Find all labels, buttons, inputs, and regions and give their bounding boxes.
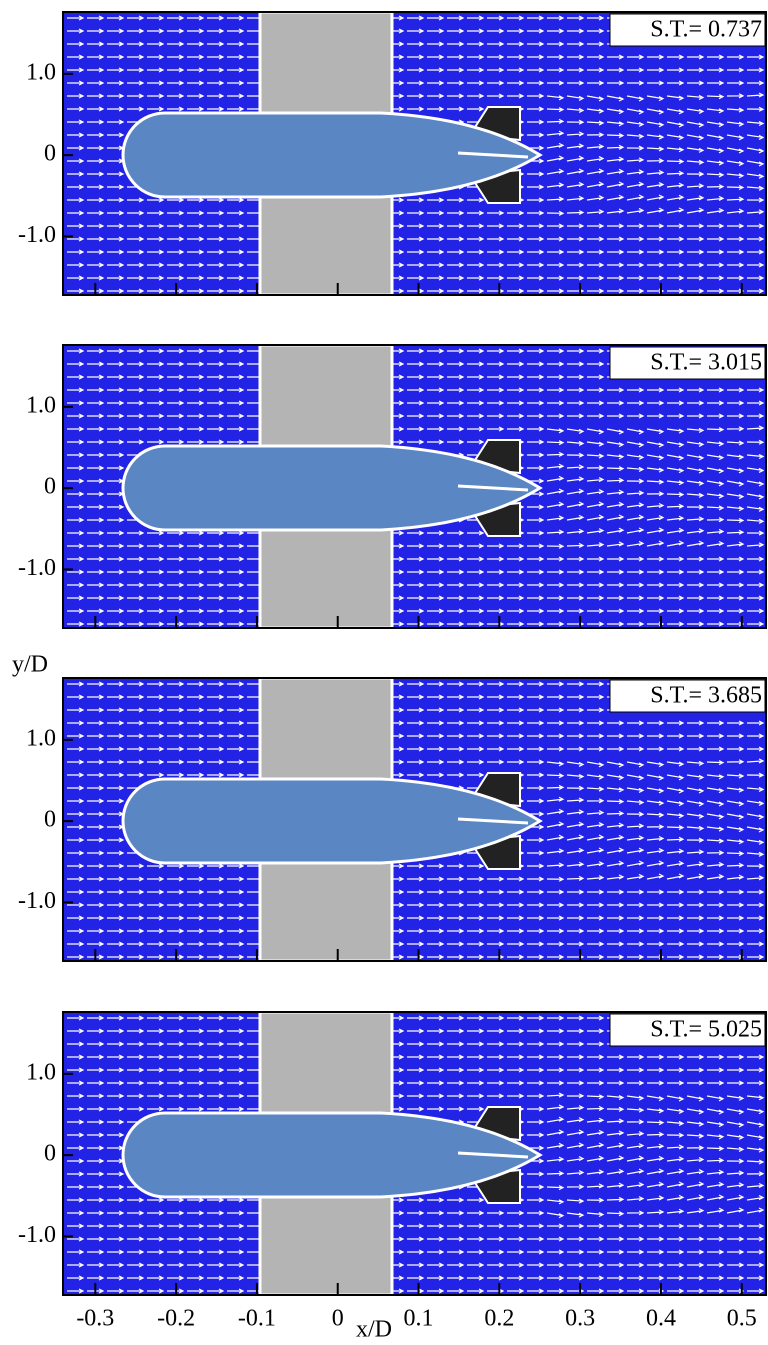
y-tick-label: 0 [44,807,56,833]
x-tick-label: -0.3 [76,1306,114,1332]
y-tick-label: 0 [44,141,56,167]
y-tick-label: 0 [44,474,56,500]
annotation-box [609,346,766,380]
x-tick-label: 0 [332,1306,344,1332]
y-tick-label: 0 [44,1141,56,1167]
model [121,676,543,963]
panel: S.T.= 0.737 -1.0 0 1.0 [18,10,767,297]
annotation-box [609,679,766,713]
x-tick-label: -0.1 [238,1306,276,1332]
body [121,1111,543,1199]
sting [457,484,529,492]
x-tick-label: 0.5 [727,1306,757,1332]
sting [457,1151,529,1159]
x-axis-label: x/D [356,1317,392,1343]
annotation-box [609,13,766,47]
y-tick-label: 1.0 [26,59,56,85]
x-tick-label: -0.2 [157,1306,195,1332]
y-tick-label: 1.0 [26,392,56,418]
sting [457,151,529,159]
annotation-box [609,1013,766,1047]
frame [62,1011,767,1296]
frame [62,344,767,629]
x-tick-label: 0.4 [646,1306,676,1332]
body [121,444,543,532]
annotation: S.T.= 3.685 [650,683,762,709]
y-tick-label: -1.0 [18,888,56,914]
y-tick-label: 1.0 [26,725,56,751]
body [121,777,543,865]
y-tick-label: 1.0 [26,1059,56,1085]
panel: S.T.= 3.685 -1.0 0 1.0 y/D [12,652,767,963]
panel: S.T.= 5.025 -0.3 -0.2 -0.1 0 0.1 0.2 0.3 0.4 0.5 -… [18,1010,767,1343]
y-tick-label: -1.0 [18,555,56,581]
annotation: S.T.= 5.025 [650,1017,762,1043]
y-tick-label: -1.0 [18,1222,56,1248]
x-tick-label: 0.3 [565,1306,595,1332]
sting [457,817,529,825]
y-axis-label: y/D [12,652,48,678]
y-tick-label: -1.0 [18,222,56,248]
frame [62,11,767,296]
x-tick-label: 0.1 [404,1306,434,1332]
frame [62,677,767,962]
model [121,343,543,630]
annotation: S.T.= 0.737 [650,17,762,43]
panel: S.T.= 3.015 -1.0 0 1.0 [18,343,767,630]
model [121,10,543,297]
x-tick-label: 0.2 [484,1306,514,1332]
annotation: S.T.= 3.015 [650,350,762,376]
body [121,111,543,199]
